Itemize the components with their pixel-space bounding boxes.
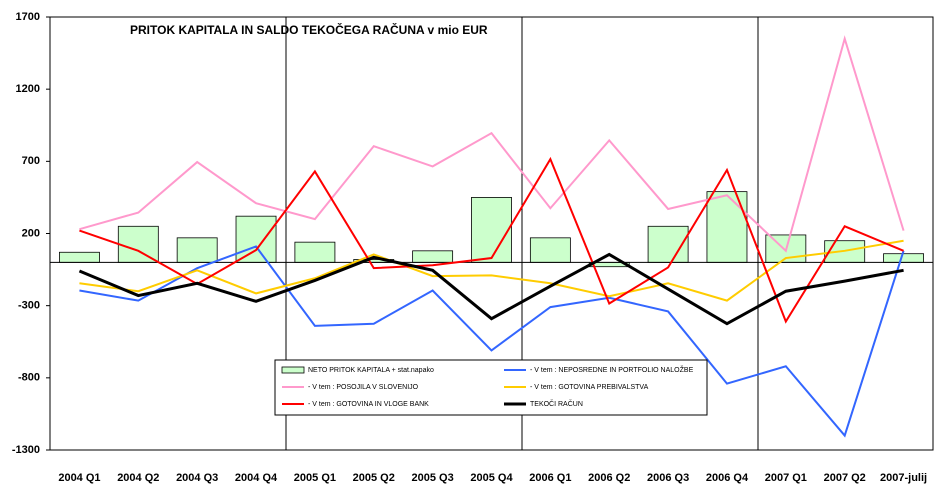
x-tick-label: 2005 Q3 xyxy=(412,472,454,484)
bar xyxy=(706,191,748,263)
bar xyxy=(412,250,454,263)
y-tick-label: 1700 xyxy=(16,11,40,23)
y-tick-label: -1300 xyxy=(12,444,40,456)
x-tick-label: 2005 Q2 xyxy=(353,472,395,484)
x-tick-label: 2004 Q1 xyxy=(58,472,100,484)
x-tick-label: 2007 Q1 xyxy=(765,472,807,484)
x-tick-label: 2007-julij xyxy=(880,472,927,484)
x-tick-label: 2004 Q2 xyxy=(117,472,159,484)
bar xyxy=(647,225,689,263)
x-tick-label: 2004 Q4 xyxy=(235,472,278,484)
bar xyxy=(471,197,512,263)
bar xyxy=(176,237,218,263)
x-tick-label: 2004 Q3 xyxy=(176,472,218,484)
x-tick-label: 2006 Q3 xyxy=(647,472,689,484)
bar xyxy=(235,215,277,263)
x-tick-label: 2006 Q4 xyxy=(706,472,749,484)
chart-title: PRITOK KAPITALA IN SALDO TEKOČEGA RAČUNA… xyxy=(130,22,488,37)
bar xyxy=(59,251,100,263)
legend: NETO PRITOK KAPITALA + stat.napako - V te… xyxy=(274,359,708,416)
line xyxy=(79,156,904,324)
y-tick-label: 200 xyxy=(22,227,40,239)
legend-label: TEKOČI RAČUN xyxy=(530,399,583,408)
x-tick-label: 2005 Q4 xyxy=(470,472,513,484)
x-tick-label: 2006 Q1 xyxy=(529,472,571,484)
x-tick-label: 2005 Q1 xyxy=(294,472,336,484)
bar xyxy=(294,241,336,263)
x-tick-label: 2007 Q2 xyxy=(824,472,866,484)
line xyxy=(79,35,905,253)
legend-box xyxy=(274,359,708,416)
legend-swatch xyxy=(281,366,305,374)
bar xyxy=(529,237,571,263)
y-tick-label: -300 xyxy=(18,300,40,312)
x-tick-label: 2006 Q2 xyxy=(588,472,630,484)
legend-label: NETO PRITOK KAPITALA + stat.napako xyxy=(308,367,434,374)
line xyxy=(79,245,905,438)
legend-label: - V tem : NEPOSREDNE IN PORTFOLIO NALOŽB… xyxy=(530,365,694,374)
y-tick-label: -800 xyxy=(18,372,40,384)
bar xyxy=(883,253,924,263)
y-tick-label: 700 xyxy=(22,155,40,167)
y-tick-label: 1200 xyxy=(16,83,40,95)
legend-label: - V tem : GOTOVINA IN VLOGE BANK xyxy=(308,401,429,408)
legend-label: - V tem : POSOJILA V SLOVENIJO xyxy=(308,384,419,391)
line xyxy=(78,252,904,326)
legend-label: - V tem : GOTOVINA PREBIVALSTVA xyxy=(530,384,649,391)
bar xyxy=(117,225,159,263)
